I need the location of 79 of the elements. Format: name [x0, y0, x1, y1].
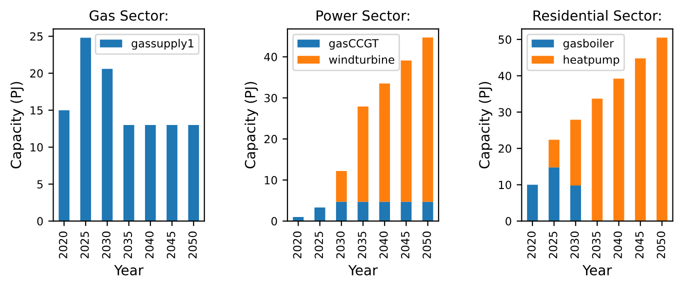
y-tick-label: 10 — [264, 176, 278, 184]
y-tick-label: 30 — [264, 94, 278, 102]
y-tick-label: 15 — [30, 106, 43, 115]
bar — [314, 208, 326, 222]
bar — [656, 38, 668, 222]
x-tick-label: 2030 — [102, 232, 110, 258]
x-tick-label: 2020 — [527, 232, 536, 258]
bar — [123, 124, 134, 222]
bar — [570, 120, 582, 186]
x-tick-label: 2020 — [58, 232, 68, 258]
bar — [145, 124, 156, 222]
bar — [548, 140, 560, 168]
chart-title: Residential Sector: — [534, 10, 661, 21]
bar — [379, 84, 390, 202]
y-tick-label: 25 — [30, 32, 43, 41]
bar — [358, 202, 368, 222]
bar — [80, 38, 92, 222]
y-tick-label: 20 — [498, 144, 512, 153]
x-tick-label: 2050 — [188, 232, 197, 258]
y-tick-label: 10 — [30, 143, 43, 152]
bar — [379, 202, 390, 222]
x-tick-label: 2025 — [80, 232, 89, 258]
legend-label: gasCCGT — [329, 39, 379, 50]
y-tick-label: 50 — [498, 35, 512, 44]
chart-title: Power Sector: — [316, 10, 410, 21]
chart-title: Gas Sector: — [90, 10, 168, 21]
y-tick-label: 40 — [264, 52, 278, 62]
legend-label: gasboiler — [563, 38, 614, 50]
legend-label: windturbine — [329, 55, 394, 64]
bar — [422, 38, 434, 202]
y-tick-label: 0 — [271, 217, 278, 226]
x-tick-label: 2030 — [570, 232, 579, 258]
x-tick-label: 2045 — [401, 232, 410, 258]
bar — [336, 170, 347, 202]
bar — [166, 124, 178, 222]
bar — [358, 106, 368, 202]
bar — [570, 185, 582, 222]
y-axis-title: Capacity (PJ) — [10, 82, 24, 168]
x-tick-label: 2050 — [422, 232, 431, 258]
y-tick-label: 20 — [30, 69, 43, 78]
legend-label: gassupply1 — [132, 38, 194, 50]
x-tick-label: 2045 — [166, 232, 176, 258]
bar — [336, 202, 347, 222]
x-tick-label: 2020 — [293, 232, 302, 258]
y-tick-label: 5 — [37, 180, 43, 189]
x-tick-label: 2035 — [592, 232, 600, 258]
y-axis-title: Capacity (PJ) — [244, 82, 258, 168]
x-axis-title: Year — [114, 265, 144, 276]
bar — [422, 202, 434, 222]
x-tick-label: 2025 — [548, 232, 558, 258]
bar — [400, 60, 412, 202]
bar — [634, 58, 646, 222]
y-tick-label: 30 — [498, 108, 512, 116]
x-tick-label: 2035 — [358, 232, 366, 258]
y-axis-title: Capacity (PJ) — [478, 82, 492, 168]
x-tick-label: 2045 — [635, 232, 644, 258]
y-tick-label: 10 — [499, 180, 512, 190]
x-tick-label: 2035 — [124, 232, 132, 258]
bar — [548, 167, 560, 222]
bar — [188, 124, 199, 222]
bar — [58, 110, 70, 222]
x-tick-label: 2030 — [336, 232, 345, 258]
x-axis-title: Year — [348, 265, 378, 276]
bar — [400, 202, 412, 222]
bar — [592, 98, 603, 222]
y-tick-label: 0 — [506, 217, 512, 226]
x-tick-label: 2025 — [314, 232, 324, 258]
x-tick-label: 2040 — [614, 232, 622, 258]
y-tick-label: 0 — [37, 217, 43, 226]
x-tick-label: 2050 — [656, 232, 666, 258]
y-tick-label: 40 — [498, 72, 512, 80]
y-tick-label: 20 — [264, 134, 278, 144]
bar — [102, 68, 113, 222]
legend-label: heatpump — [564, 55, 620, 66]
x-tick-label: 2040 — [145, 232, 154, 258]
bar — [527, 184, 538, 222]
bar — [613, 78, 624, 222]
x-axis-title: Year — [582, 265, 612, 276]
x-tick-label: 2040 — [379, 232, 388, 258]
